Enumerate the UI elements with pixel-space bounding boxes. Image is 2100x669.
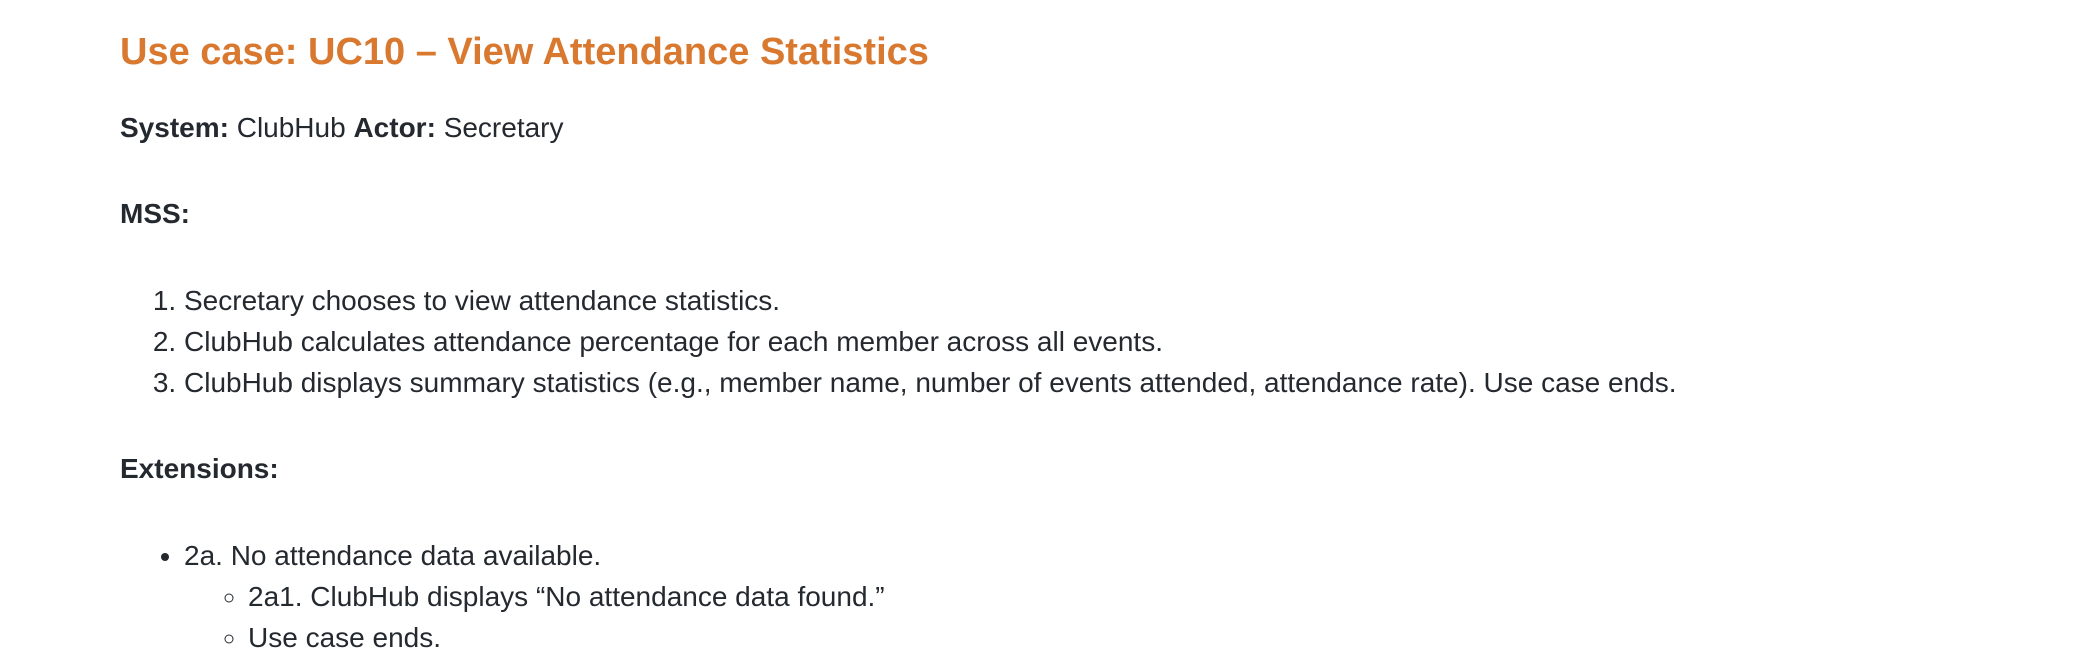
meta-line: System: ClubHub Actor: Secretary — [120, 108, 2100, 148]
actor-label: Actor: — [353, 112, 436, 143]
system-value: ClubHub — [236, 112, 346, 143]
extension-sub-item: Use case ends. — [248, 617, 2100, 658]
extension-item-text: 2a. No attendance data available. — [184, 540, 602, 571]
mss-step: ClubHub displays summary statistics (e.g… — [184, 362, 2100, 403]
mss-step: ClubHub calculates attendance percentage… — [184, 321, 2100, 362]
extension-sub-item: 2a1. ClubHub displays “No attendance dat… — [248, 576, 2100, 617]
extensions-heading-text: Extensions: — [120, 453, 279, 484]
actor-value: Secretary — [443, 112, 564, 143]
page-title: Use case: UC10 – View Attendance Statist… — [120, 31, 929, 73]
extensions-heading: Extensions: — [120, 449, 2100, 489]
system-label: System: — [120, 112, 229, 143]
extension-sub-list: 2a1. ClubHub displays “No attendance dat… — [184, 576, 2100, 658]
extensions-list: 2a. No attendance data available. 2a1. C… — [120, 535, 2100, 658]
mss-step: Secretary chooses to view attendance sta… — [184, 280, 2100, 321]
mss-steps-list: Secretary chooses to view attendance sta… — [120, 280, 2100, 403]
mss-heading-text: MSS: — [120, 198, 190, 229]
mss-heading: MSS: — [120, 194, 2100, 234]
extension-item: 2a. No attendance data available. 2a1. C… — [184, 535, 2100, 658]
